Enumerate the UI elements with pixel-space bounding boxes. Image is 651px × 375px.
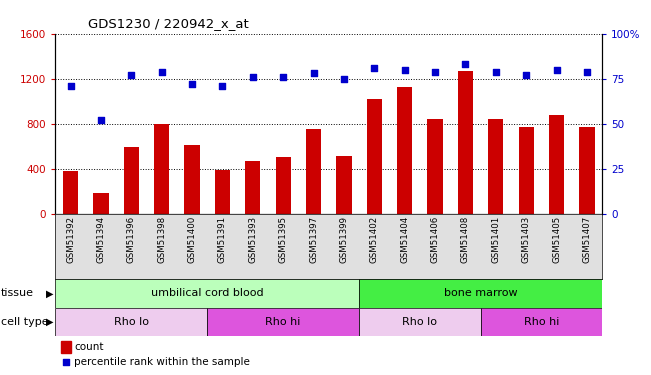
- Bar: [359, 279, 602, 308]
- Bar: [207, 308, 359, 336]
- Bar: [579, 126, 594, 214]
- Bar: [397, 87, 412, 214]
- Point: [65, 83, 76, 89]
- Point: [309, 70, 319, 76]
- Text: GSM51404: GSM51404: [400, 216, 409, 263]
- Text: GSM51405: GSM51405: [552, 216, 561, 263]
- Text: Rho lo: Rho lo: [402, 316, 437, 327]
- Point: [551, 67, 562, 73]
- Text: tissue: tissue: [1, 288, 34, 298]
- Bar: [428, 119, 443, 214]
- Text: GSM51392: GSM51392: [66, 216, 75, 263]
- Point: [247, 74, 258, 80]
- Bar: [55, 308, 207, 336]
- Point: [96, 117, 106, 123]
- Text: GSM51395: GSM51395: [279, 216, 288, 263]
- Bar: [337, 156, 352, 214]
- Point: [430, 69, 440, 75]
- Text: percentile rank within the sample: percentile rank within the sample: [74, 357, 251, 367]
- Text: GSM51396: GSM51396: [127, 216, 136, 263]
- Text: cell type: cell type: [1, 316, 48, 327]
- Point: [278, 74, 288, 80]
- Bar: [306, 129, 321, 214]
- Bar: [215, 170, 230, 214]
- Text: GSM51391: GSM51391: [218, 216, 227, 263]
- Bar: [154, 124, 169, 214]
- Text: GSM51394: GSM51394: [96, 216, 105, 263]
- Text: GSM51400: GSM51400: [187, 216, 197, 263]
- Point: [61, 359, 71, 365]
- Text: GSM51408: GSM51408: [461, 216, 470, 263]
- Point: [126, 72, 137, 78]
- Bar: [480, 308, 602, 336]
- Bar: [519, 126, 534, 214]
- Bar: [124, 147, 139, 214]
- Point: [400, 67, 410, 73]
- Text: ▶: ▶: [46, 316, 53, 327]
- Text: bone marrow: bone marrow: [444, 288, 518, 298]
- Text: GSM51397: GSM51397: [309, 216, 318, 263]
- Bar: [245, 161, 260, 214]
- Point: [187, 81, 197, 87]
- Point: [521, 72, 531, 78]
- Text: GSM51399: GSM51399: [339, 216, 348, 263]
- Bar: [359, 308, 480, 336]
- Point: [460, 62, 471, 68]
- Text: Rho hi: Rho hi: [266, 316, 301, 327]
- Text: GSM51401: GSM51401: [492, 216, 501, 263]
- Text: umbilical cord blood: umbilical cord blood: [151, 288, 264, 298]
- Bar: [61, 341, 71, 353]
- Point: [491, 69, 501, 75]
- Text: GSM51406: GSM51406: [430, 216, 439, 263]
- Text: GSM51393: GSM51393: [248, 216, 257, 263]
- Point: [156, 69, 167, 75]
- Text: GSM51398: GSM51398: [157, 216, 166, 263]
- Text: Rho lo: Rho lo: [114, 316, 149, 327]
- Bar: [275, 158, 291, 214]
- Text: count: count: [74, 342, 104, 352]
- Bar: [488, 119, 503, 214]
- Text: Rho hi: Rho hi: [523, 316, 559, 327]
- Bar: [93, 193, 109, 214]
- Point: [369, 65, 380, 71]
- Text: ▶: ▶: [46, 288, 53, 298]
- Text: GDS1230 / 220942_x_at: GDS1230 / 220942_x_at: [88, 17, 249, 30]
- Text: GSM51402: GSM51402: [370, 216, 379, 263]
- Point: [339, 76, 349, 82]
- Bar: [55, 279, 359, 308]
- Bar: [184, 145, 200, 214]
- Bar: [549, 115, 564, 214]
- Text: GSM51407: GSM51407: [583, 216, 592, 263]
- Bar: [367, 99, 382, 214]
- Text: GSM51403: GSM51403: [521, 216, 531, 263]
- Bar: [63, 171, 78, 214]
- Point: [217, 83, 228, 89]
- Point: [582, 69, 592, 75]
- Bar: [458, 71, 473, 214]
